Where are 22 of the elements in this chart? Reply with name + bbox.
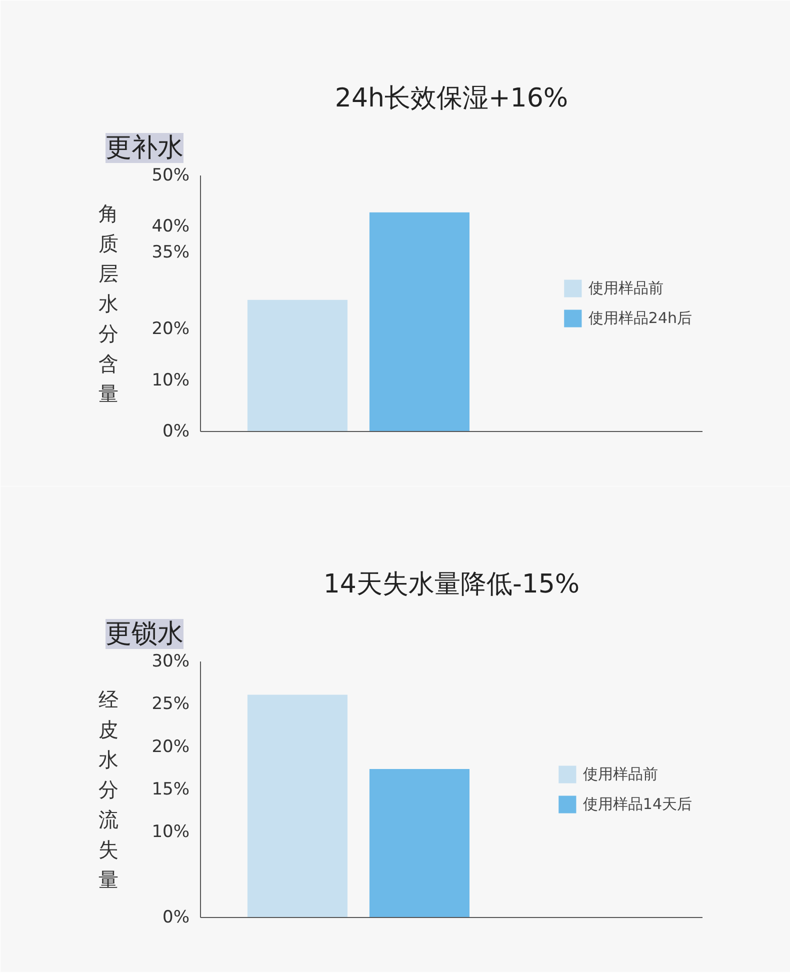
y-axis-title: 角质层水分含量	[98, 202, 119, 406]
legend-label: 使用样品前	[588, 278, 664, 298]
y-tick-label: 25%	[152, 694, 190, 714]
y-tick-label: 10%	[152, 822, 190, 842]
y-tick-label: 35%	[152, 242, 190, 262]
legend-label: 使用样品24h后	[588, 308, 692, 328]
y-tick-label: 0%	[162, 908, 190, 928]
legend-label: 使用样品前	[582, 764, 658, 784]
y-tick-label: 30%	[152, 652, 190, 672]
y-tick-label: 20%	[152, 736, 190, 757]
chart-title: 24h长效保湿+16%	[334, 84, 568, 114]
text: 更锁水	[106, 619, 184, 649]
y-tick-label: 10%	[152, 370, 190, 390]
y-tick-label: 40%	[152, 216, 190, 237]
legend-label: 使用样品14天后	[582, 794, 692, 814]
chart-title: 14天失水量降低-15%	[323, 570, 580, 600]
y-tick-label: 15%	[152, 780, 190, 800]
y-axis-title: 经皮水分流失量	[98, 688, 119, 892]
y-tick-label: 50%	[152, 166, 190, 186]
y-tick-label: 0%	[162, 422, 190, 442]
text: 更补水	[106, 133, 184, 163]
y-tick-label: 20%	[152, 319, 190, 340]
